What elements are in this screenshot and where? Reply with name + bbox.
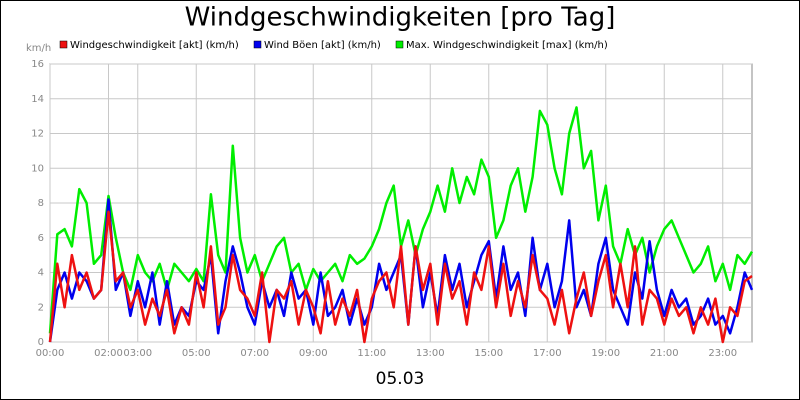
x-axis-label: 05.03: [376, 369, 425, 389]
x-tick-label: 00:00: [36, 348, 65, 359]
x-tick-label: 15:00: [474, 348, 503, 359]
x-tick-label: 02:00: [94, 348, 123, 359]
y-tick-label: 0: [38, 337, 44, 348]
x-tick-label: 19:00: [591, 348, 620, 359]
x-tick-label: 17:00: [533, 348, 562, 359]
chart-title: Windgeschwindigkeiten [pro Tag]: [185, 3, 616, 33]
y-tick-label: 16: [31, 59, 44, 70]
legend-label: Max. Windgeschwindigkeit [max] (km/h): [406, 40, 608, 51]
y-tick-label: 14: [31, 94, 44, 105]
x-tick-label: 07:00: [240, 348, 269, 359]
y-tick-label: 10: [31, 163, 44, 174]
legend-swatch: [395, 40, 404, 49]
y-tick-label: 2: [38, 302, 44, 313]
x-tick-label: 21:00: [650, 348, 679, 359]
x-tick-label: 09:00: [299, 348, 328, 359]
y-tick-label: 4: [38, 268, 44, 279]
y-tick-label: 12: [31, 129, 44, 140]
y-tick-label: 6: [38, 233, 44, 244]
legend-swatch: [253, 40, 262, 49]
series-line: [48, 210, 753, 344]
y-tick-label: 8: [38, 198, 44, 209]
x-tick-label: 05:00: [182, 348, 211, 359]
x-tick-label: 11:00: [357, 348, 386, 359]
x-tick-label: 03:00: [123, 348, 152, 359]
y-unit: km/h: [26, 43, 51, 54]
legend-label: Windgeschwindigkeit [akt] (km/h): [70, 40, 239, 51]
legend-swatch: [59, 40, 68, 49]
x-tick-label: 23:00: [708, 348, 737, 359]
legend-label: Wind Böen [akt] (km/h): [264, 40, 381, 51]
x-tick-label: 13:00: [416, 348, 445, 359]
